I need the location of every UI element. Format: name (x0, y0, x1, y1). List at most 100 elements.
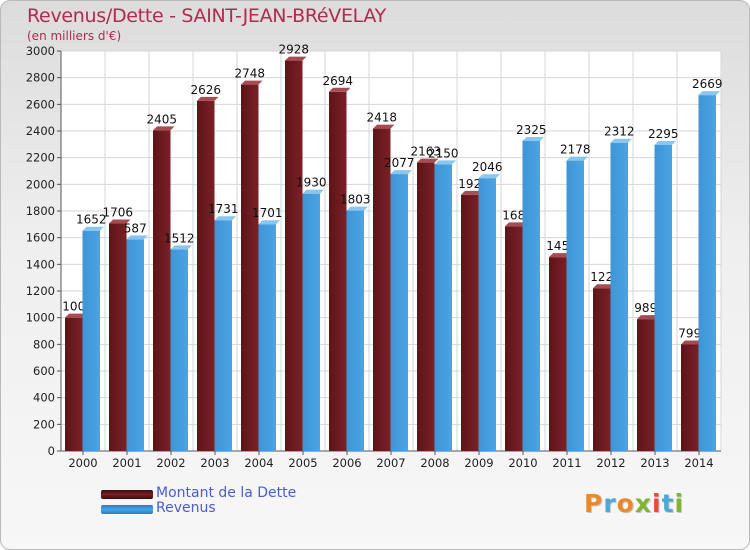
data-label-dette: 122 (590, 270, 613, 284)
y-tick-label: 1200 (26, 284, 55, 298)
bar-revenus (214, 220, 232, 451)
bar-dette-top (637, 315, 659, 320)
y-tick-label: 2000 (26, 177, 55, 191)
y-tick-label: 200 (33, 417, 55, 431)
data-label-dette: 1706 (102, 206, 133, 220)
bar-revenus-top (82, 226, 104, 231)
bar-dette-top (505, 222, 527, 227)
data-label-revenus: 2312 (604, 125, 635, 139)
y-tick-label: 400 (33, 391, 55, 405)
bar-revenus (434, 164, 452, 452)
bar-revenus (126, 239, 144, 451)
bar-dette-top (461, 190, 483, 195)
bar-dette-top (593, 284, 615, 289)
bar-dette (373, 128, 391, 451)
data-label-revenus: 2325 (516, 123, 547, 137)
bar-revenus (698, 95, 716, 451)
data-label-revenus: 1731 (208, 202, 239, 216)
data-label-revenus: 1652 (76, 213, 107, 227)
bar-revenus-top (170, 245, 192, 250)
bar-revenus (258, 224, 276, 451)
x-tick-label: 2001 (112, 456, 141, 470)
bar-dette (461, 194, 479, 451)
x-tick-label: 2002 (156, 456, 185, 470)
proxiti-logo: Proxiti (584, 489, 684, 518)
data-label-revenus: 1512 (164, 231, 195, 245)
data-label-dette: 2163 (410, 145, 441, 159)
bar-dette (637, 319, 655, 451)
bar-dette (285, 60, 303, 451)
legend-label-dette: Montant de la Dette (156, 485, 297, 501)
x-tick-label: 2009 (464, 456, 493, 470)
data-label-revenus: 2150 (428, 146, 459, 160)
bar-revenus-top (698, 91, 720, 96)
logo-letter: t (661, 489, 675, 518)
data-label-dette: 2928 (278, 43, 309, 57)
bar-dette-top (681, 340, 703, 345)
bar-dette-top (549, 253, 571, 258)
data-label-revenus: 1701 (252, 206, 283, 220)
data-label-revenus: 2077 (384, 156, 415, 170)
bar-revenus-top (566, 156, 588, 161)
data-label-revenus: 2295 (648, 127, 679, 141)
bar-revenus-top (434, 160, 456, 165)
logo-letter: r (603, 489, 617, 518)
logo-letter: o (616, 489, 635, 518)
legend-swatch-revenus (101, 505, 153, 514)
bar-revenus (302, 193, 320, 451)
chart-subtitle: (en milliers d'€) (27, 29, 122, 43)
bar-revenus (478, 178, 496, 451)
y-tick-label: 600 (33, 364, 55, 378)
x-tick-label: 2013 (640, 456, 669, 470)
y-tick-label: 2400 (26, 124, 55, 138)
bar-dette (681, 344, 699, 451)
data-label-dette: 989 (634, 301, 657, 315)
x-tick-label: 2005 (288, 456, 317, 470)
bar-revenus-top (654, 141, 676, 145)
bar-revenus-top (522, 137, 544, 141)
data-label-dette: 2694 (322, 74, 353, 88)
bar-revenus (566, 160, 584, 451)
bar-dette (65, 317, 83, 451)
legend-swatch-dette (101, 490, 153, 499)
bar-dette (153, 130, 171, 452)
bar-dette (593, 288, 611, 451)
y-tick-label: 2600 (26, 97, 55, 111)
x-tick-label: 2003 (200, 456, 229, 470)
bar-dette-top (241, 80, 263, 85)
y-tick-label: 2200 (26, 151, 55, 165)
x-tick-label: 2008 (420, 456, 449, 470)
x-tick-label: 2011 (552, 456, 581, 470)
y-tick-label: 2800 (26, 71, 55, 85)
y-tick-label: 1800 (26, 204, 55, 218)
x-tick-label: 2004 (244, 456, 273, 470)
bar-revenus (654, 145, 672, 451)
bar-dette-top (417, 158, 439, 163)
bar-dette-top (153, 126, 175, 131)
bar-revenus-top (610, 138, 632, 143)
bar-dette (549, 257, 567, 451)
data-label-dette: 100 (62, 300, 85, 314)
bar-revenus (610, 142, 628, 451)
y-tick-label: 3000 (26, 44, 55, 58)
data-label-dette: 2418 (366, 111, 397, 125)
data-label-revenus: 1930 (296, 176, 327, 190)
bar-revenus-top (214, 216, 236, 221)
bar-dette-top (109, 219, 131, 224)
x-tick-label: 2006 (332, 456, 361, 470)
bar-revenus-top (302, 189, 324, 194)
bar-dette-top (285, 56, 307, 61)
bar-revenus (82, 230, 100, 451)
bar-revenus (522, 141, 540, 451)
chart-title: Revenus/Dette - SAINT-JEAN-BRéVELAY (27, 5, 386, 27)
x-tick-label: 2010 (508, 456, 537, 470)
bar-dette-top (65, 313, 87, 318)
data-label-dette: 2626 (190, 83, 221, 97)
logo-letter: i (674, 489, 685, 518)
bar-dette-top (329, 87, 351, 92)
x-tick-label: 2012 (596, 456, 625, 470)
data-label-dette: 168 (502, 208, 525, 222)
x-tick-label: 2014 (684, 456, 713, 470)
